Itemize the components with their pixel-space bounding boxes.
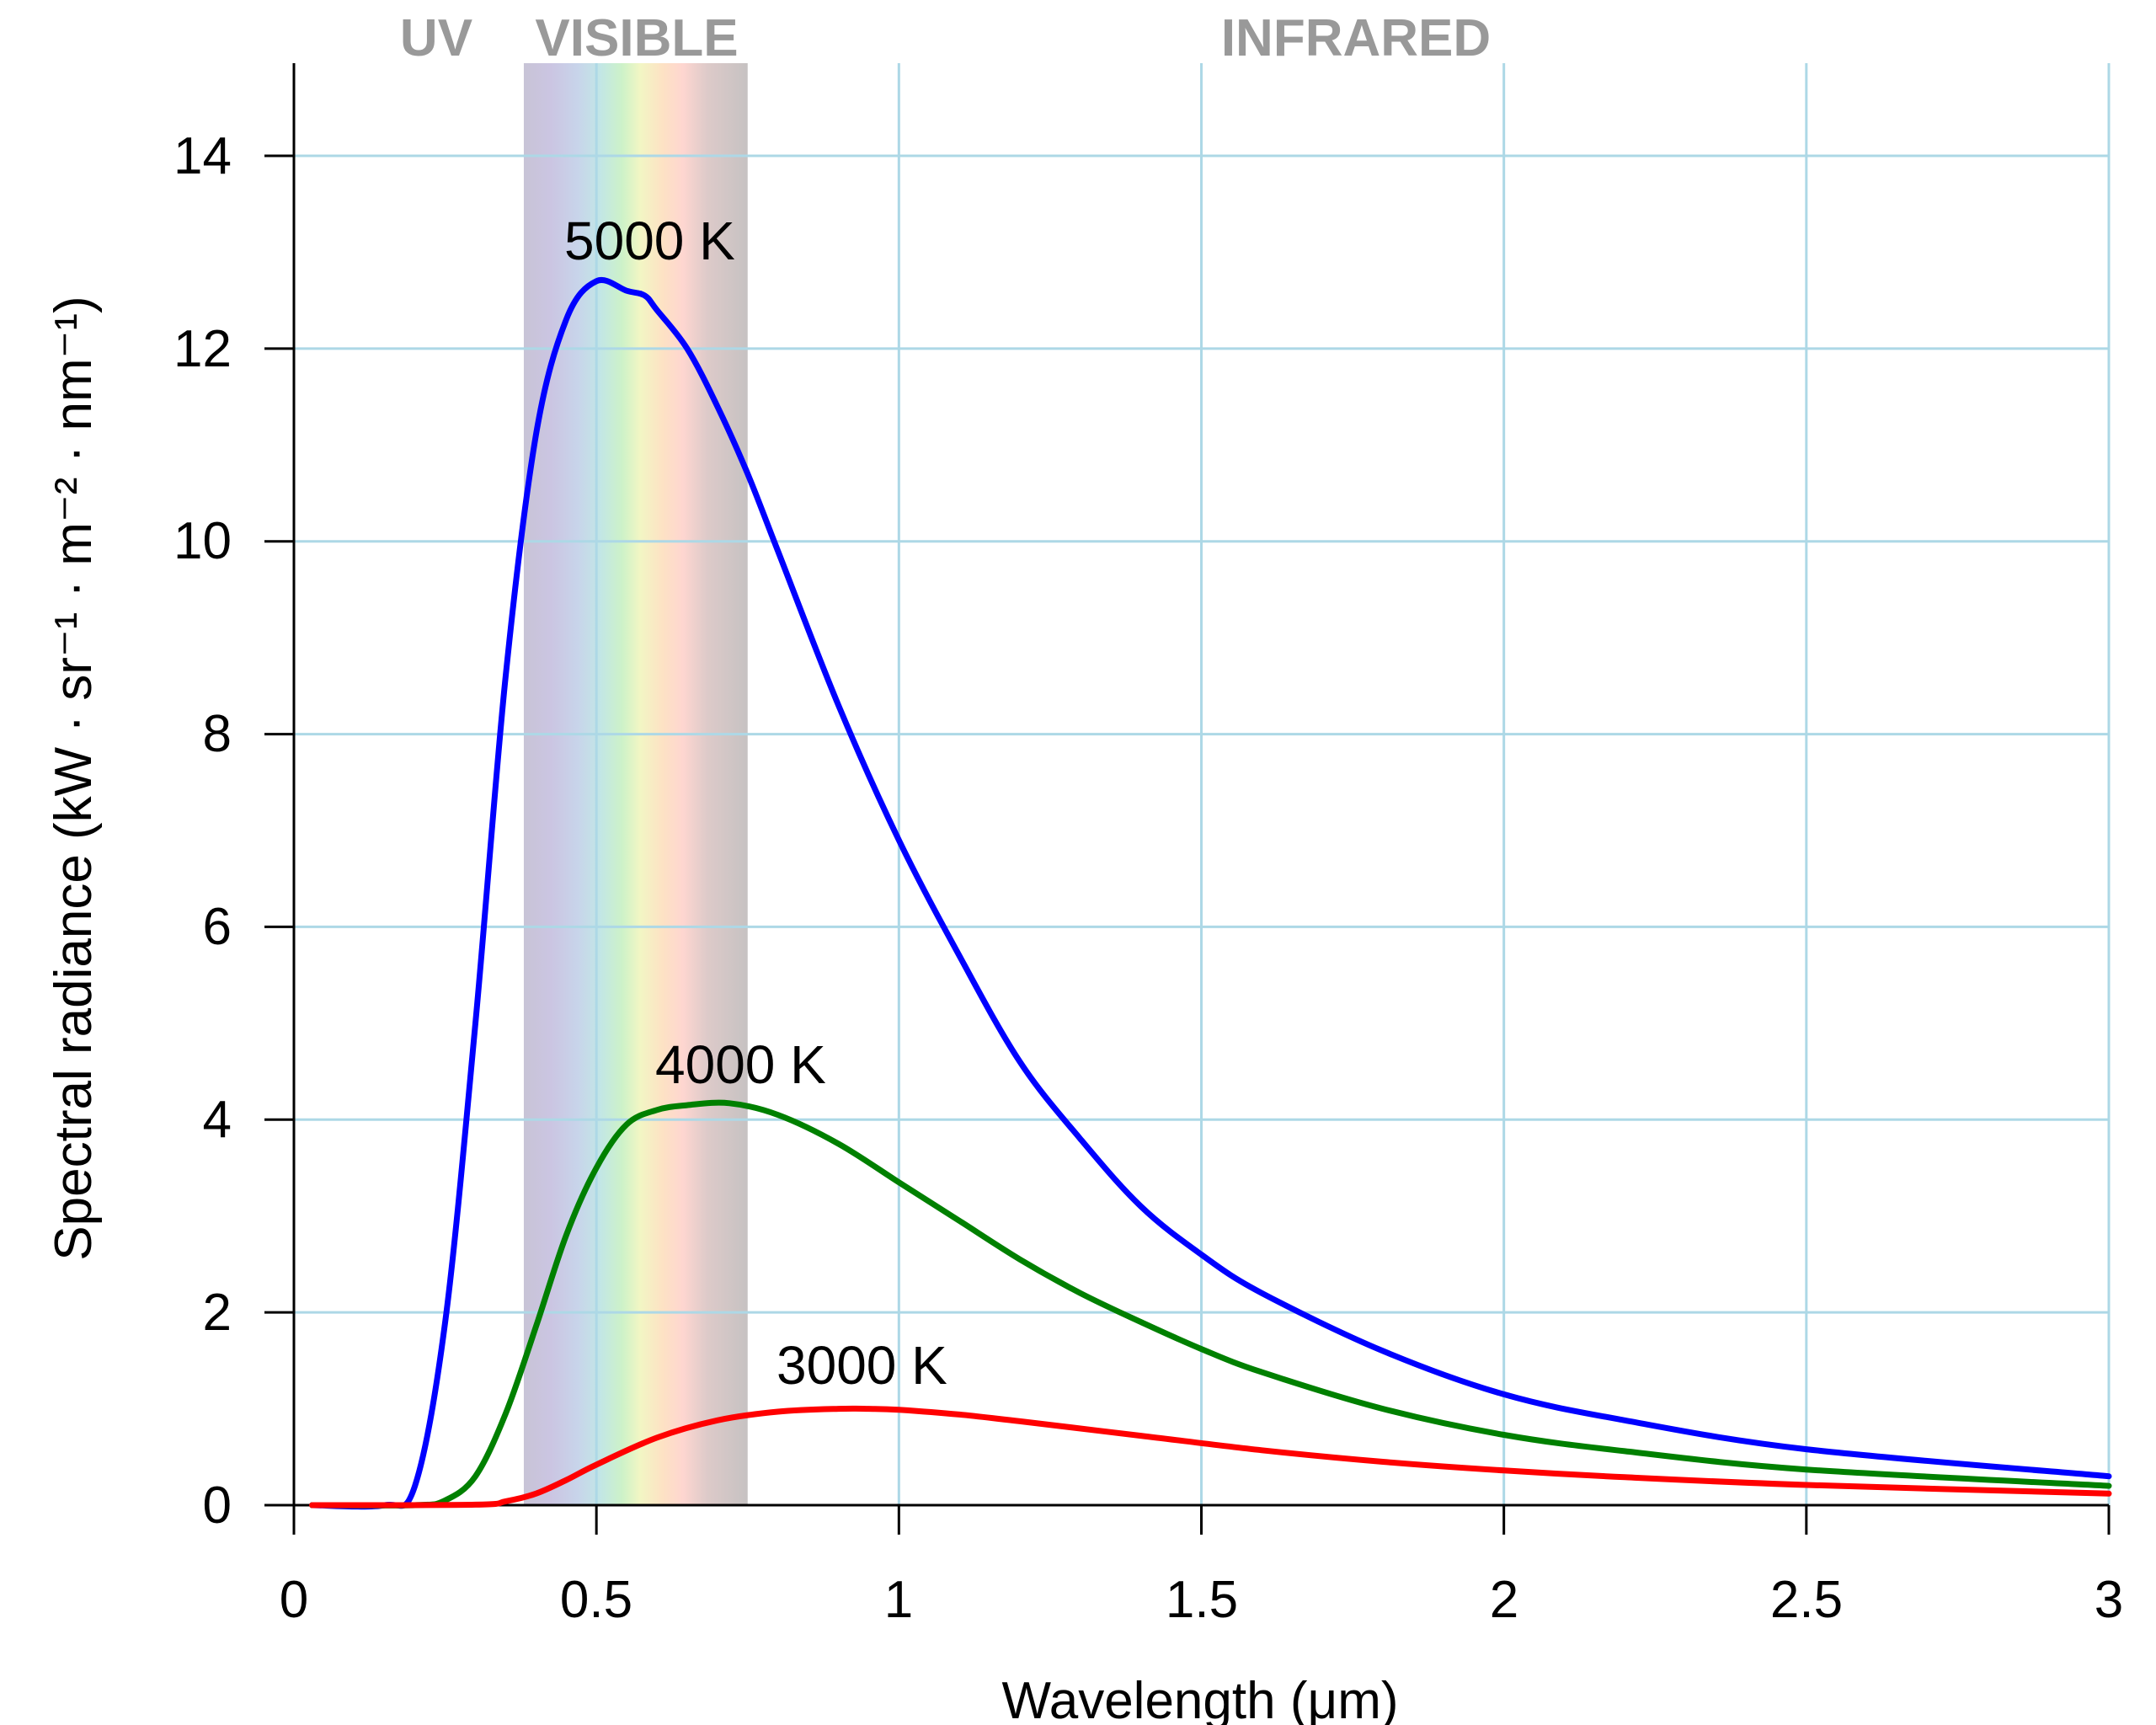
y-tick-label: 8 [203, 705, 232, 763]
series-line-1 [309, 1099, 2112, 1509]
region-label-visible: VISIBLE [535, 9, 738, 67]
series-line-2 [309, 1405, 2112, 1509]
y-tick-label: 4 [203, 1091, 232, 1149]
region-labels: UV VISIBLE INFRARED [400, 9, 1491, 67]
series-labels: 5000 K 4000 K 3000 K [564, 211, 947, 1396]
y-tick-label: 10 [173, 512, 232, 570]
y-tick-label: 14 [173, 127, 232, 185]
x-tick-label: 0 [280, 1571, 308, 1629]
y-tick-label: 12 [173, 320, 232, 378]
region-label-infrared: INFRARED [1221, 9, 1491, 67]
x-tick-label: 0.5 [560, 1571, 632, 1629]
y-axis-title: Spectral radiance (kW · sr⁻¹ · m⁻² · nm⁻… [45, 296, 103, 1260]
x-tick-label: 2 [1490, 1571, 1518, 1629]
grid [294, 63, 2111, 1505]
series-label-4000k: 4000 K [655, 1034, 826, 1095]
x-tick-label: 1.5 [1166, 1571, 1238, 1629]
y-tick-label: 2 [203, 1284, 232, 1342]
x-axis-title: Wavelength (μm) [1002, 1672, 1399, 1725]
y-tick-labels: 0 2 4 6 8 10 12 14 [173, 127, 232, 1535]
series-label-3000k: 3000 K [776, 1335, 947, 1396]
curves [309, 277, 2112, 1510]
x-tick-labels: 0 0.5 1 1.5 2 2.5 3 [280, 1571, 2123, 1629]
region-label-uv: UV [400, 9, 472, 67]
axes [264, 63, 2111, 1535]
y-tick-label: 0 [203, 1477, 232, 1535]
series-line-0 [309, 277, 2112, 1510]
y-tick-label: 6 [203, 898, 232, 956]
x-tick-label: 2.5 [1770, 1571, 1843, 1629]
visible-band [523, 63, 748, 1505]
x-tick-label: 1 [884, 1571, 913, 1629]
series-label-5000k: 5000 K [564, 211, 735, 271]
x-tick-label: 3 [2095, 1571, 2123, 1629]
